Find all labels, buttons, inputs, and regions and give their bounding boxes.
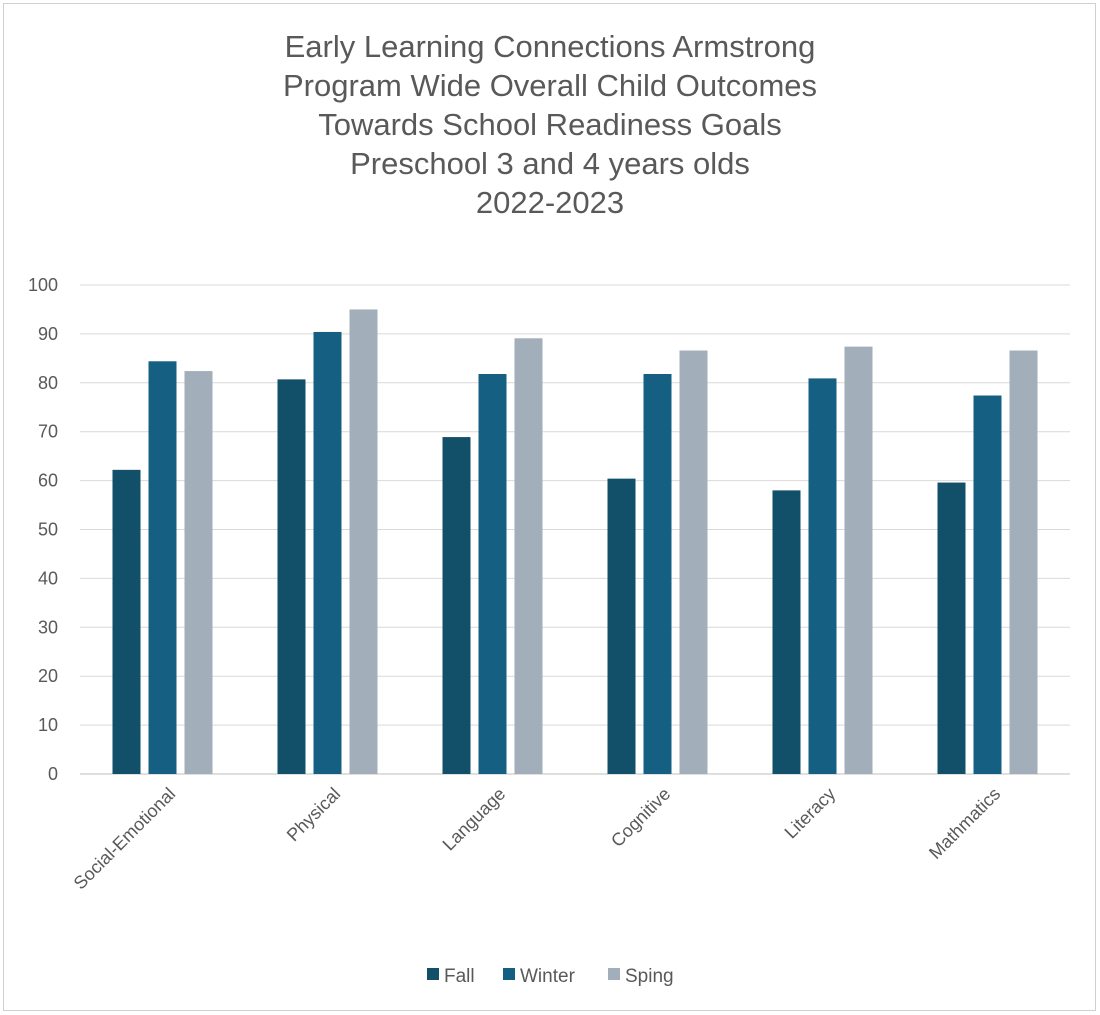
chart-title-line: Program Wide Overall Child Outcomes — [282, 68, 818, 103]
bar-sping-physical — [349, 309, 378, 774]
bar-fall-literacy — [772, 490, 801, 774]
y-tick-label: 60 — [38, 471, 58, 491]
chart-title-line: 2022-2023 — [475, 185, 625, 220]
bar-sping-social-emotional — [184, 371, 213, 774]
bar-sping-mathmatics — [1009, 350, 1038, 774]
bar-fall-physical — [277, 379, 306, 774]
bar-sping-language — [514, 338, 543, 774]
bar-fall-social-emotional — [112, 469, 141, 774]
legend-label: Fall — [444, 966, 475, 987]
y-tick-label: 10 — [38, 715, 58, 735]
y-axis-ticks: 0 10 20 30 40 50 60 70 80 90 100 — [28, 275, 58, 784]
legend-swatch-winter — [503, 968, 515, 980]
y-tick-label: 100 — [28, 275, 58, 295]
chart-title: Early Learning Connections Armstrong Pro… — [0, 27, 1100, 222]
x-category-label: Mathmatics — [925, 784, 1004, 863]
x-category-label: Cognitive — [607, 784, 674, 851]
y-tick-label: 80 — [38, 373, 58, 393]
bar-winter-literacy — [808, 378, 837, 774]
y-tick-label: 0 — [48, 764, 58, 784]
bar-winter-social-emotional — [148, 361, 177, 774]
y-tick-label: 70 — [38, 422, 58, 442]
bar-winter-cognitive — [643, 373, 672, 774]
bar-fall-cognitive — [607, 478, 636, 774]
chart-title-line: Towards School Readiness Goals — [318, 107, 782, 142]
bar-winter-mathmatics — [973, 395, 1002, 774]
legend-label: Winter — [520, 966, 576, 987]
y-tick-label: 90 — [38, 324, 58, 344]
bar-winter-physical — [313, 331, 342, 774]
x-category-label: Literacy — [781, 784, 840, 843]
y-tick-label: 20 — [38, 666, 58, 686]
y-tick-label: 30 — [38, 617, 58, 637]
x-category-label: Social-Emotional — [70, 784, 180, 894]
legend: Fall Winter Sping — [427, 966, 674, 987]
legend-label: Sping — [625, 966, 674, 987]
bar-fall-mathmatics — [937, 482, 966, 774]
x-category-label: Language — [439, 784, 510, 855]
chart-title-line: Early Learning Connections Armstrong — [284, 29, 816, 64]
x-category-label: Physical — [283, 784, 345, 846]
bars — [112, 309, 1038, 774]
gridlines — [80, 284, 1070, 775]
bar-sping-literacy — [844, 346, 873, 774]
bar-fall-language — [442, 437, 471, 774]
y-tick-label: 40 — [38, 568, 58, 588]
bar-winter-language — [478, 373, 507, 774]
bar-sping-cognitive — [679, 350, 708, 774]
legend-swatch-fall — [427, 968, 439, 980]
y-tick-label: 50 — [38, 520, 58, 540]
legend-swatch-sping — [608, 968, 620, 980]
x-axis-categories: Social-Emotional Physical Language Cognitiv… — [70, 784, 1005, 894]
chart-title-line: Preschool 3 and 4 years olds — [350, 146, 750, 181]
